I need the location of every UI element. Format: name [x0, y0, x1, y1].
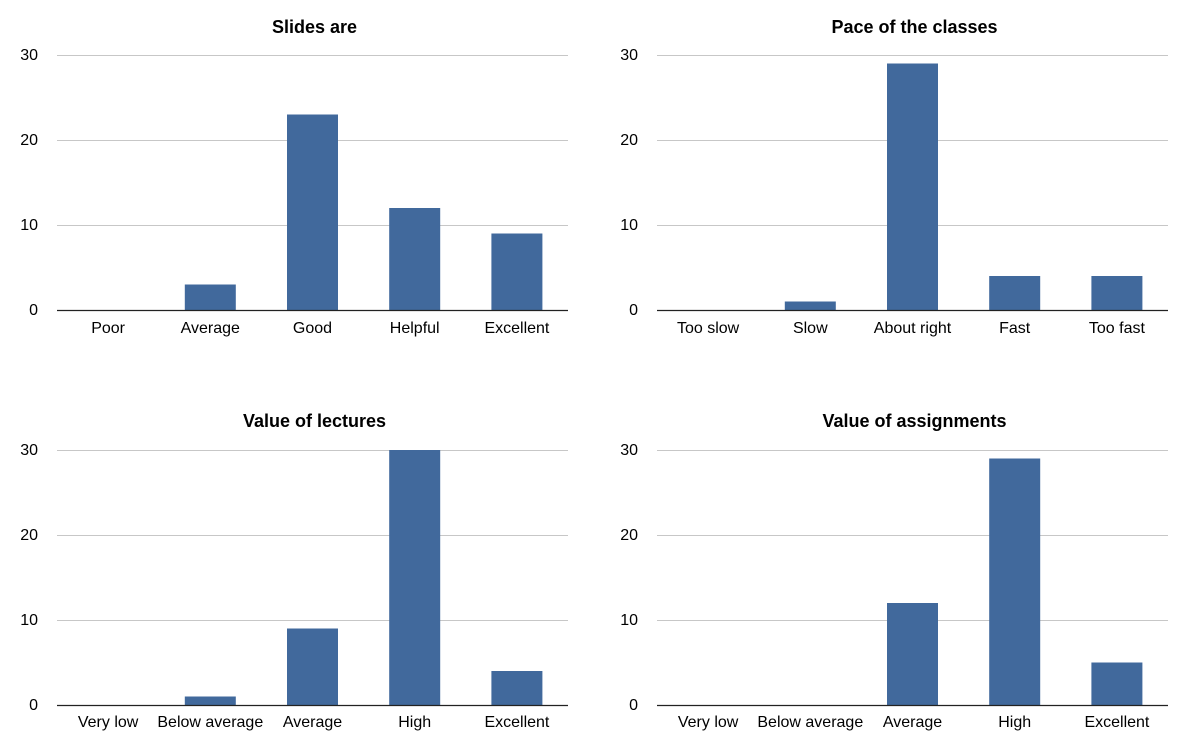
x-category-label: High — [998, 714, 1031, 731]
y-tick-label: 20 — [620, 132, 638, 149]
bar-about-right — [887, 63, 938, 310]
bar-fast — [989, 276, 1041, 310]
chart-title: Value of assignments — [822, 411, 1006, 431]
bar-too-fast — [1091, 276, 1143, 310]
chart-title: Value of lectures — [243, 411, 386, 431]
x-category-label: About right — [874, 320, 952, 337]
x-category-label: Slow — [793, 320, 828, 337]
x-category-label: Average — [181, 320, 240, 337]
y-tick-label: 20 — [620, 527, 638, 544]
x-category-label: Too fast — [1089, 320, 1146, 337]
chart-title: Pace of the classes — [831, 17, 997, 37]
x-category-label: Below average — [757, 714, 863, 731]
bar-good — [287, 114, 338, 310]
chart-1: Slides are 0 10 20 30 Poor Average Good Helpful E… — [20, 17, 568, 337]
y-tick-label: 0 — [29, 697, 38, 714]
x-category-label: Below average — [157, 714, 263, 731]
y-tick-label: 30 — [620, 47, 638, 64]
bar-average — [287, 628, 338, 705]
y-tick-label: 10 — [620, 612, 638, 629]
x-category-label: Average — [283, 714, 342, 731]
chart-4: Value of assignments 0 10 20 30 Very low Below… — [620, 411, 1168, 731]
x-category-label: Helpful — [390, 320, 440, 337]
y-tick-label: 10 — [620, 217, 638, 234]
x-category-label: Excellent — [484, 714, 549, 731]
y-tick-label: 0 — [629, 697, 638, 714]
x-category-label: Excellent — [484, 320, 549, 337]
chart-title: Slides are — [272, 17, 357, 37]
y-tick-label: 30 — [20, 442, 38, 459]
y-tick-label: 0 — [29, 302, 38, 319]
y-tick-label: 10 — [20, 612, 38, 629]
x-category-label: Very low — [678, 714, 739, 731]
bar-excellent — [1091, 662, 1143, 705]
bar-excellent — [491, 671, 543, 705]
bar-slow — [784, 301, 836, 310]
x-category-label: Fast — [999, 320, 1031, 337]
y-tick-label: 20 — [20, 132, 38, 149]
x-category-label: Excellent — [1084, 714, 1149, 731]
x-category-label: Average — [883, 714, 942, 731]
bar-high — [989, 458, 1041, 705]
y-tick-label: 30 — [620, 442, 638, 459]
chart-2: Pace of the classes 0 10 20 30 Too slow Slow Ab… — [620, 17, 1168, 337]
bar-helpful — [389, 208, 441, 310]
y-tick-label: 20 — [20, 527, 38, 544]
bar-average — [887, 603, 938, 705]
bar-average — [184, 284, 236, 310]
y-tick-label: 0 — [629, 302, 638, 319]
bar-excellent — [491, 233, 543, 310]
y-tick-label: 10 — [20, 217, 38, 234]
x-category-label: Very low — [78, 714, 139, 731]
x-category-label: Good — [293, 320, 332, 337]
y-tick-label: 30 — [20, 47, 38, 64]
chart-3: Value of lectures 0 10 20 30 Very low Below av… — [20, 411, 568, 731]
bar-below-average — [184, 696, 236, 705]
bar-high — [389, 450, 441, 705]
x-category-label: High — [398, 714, 431, 731]
x-category-label: Too slow — [677, 320, 740, 337]
x-category-label: Poor — [91, 320, 125, 337]
